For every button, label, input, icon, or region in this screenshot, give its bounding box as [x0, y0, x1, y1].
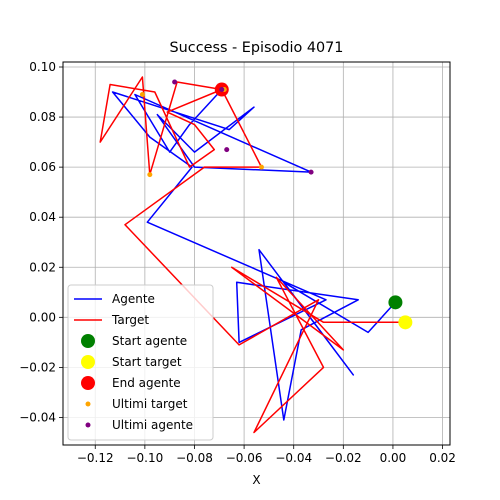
- y-tick-label: 0.00: [29, 310, 56, 324]
- y-tick-label: 0.04: [29, 210, 56, 224]
- marker-start-target: [398, 315, 413, 330]
- chart-title: Success - Episodio 4071: [170, 40, 344, 56]
- legend-label-target: Target: [111, 313, 149, 327]
- legend-swatch-start-target: [81, 355, 95, 369]
- axes-frame: [62, 61, 451, 446]
- x-tick-label: −0.08: [176, 451, 213, 465]
- legend-swatch-end-agente: [81, 376, 95, 390]
- marker-ultimi-target: [147, 172, 153, 178]
- marker-ultimi-agente: [172, 79, 178, 85]
- x-tick-label: −0.10: [126, 451, 163, 465]
- marker-ultimi-target: [139, 92, 145, 98]
- legend-label-ultimi-agente: Ultimi agente: [112, 418, 193, 432]
- y-tick-label: 0.08: [29, 110, 56, 124]
- plot-series: [99, 76, 413, 434]
- x-tick-label: 0.00: [380, 451, 407, 465]
- marker-ultimi-agente: [308, 169, 314, 175]
- legend-swatch-ultimi-agente: [85, 422, 91, 428]
- legend-label-agente: Agente: [112, 292, 155, 306]
- series-target-line: [99, 76, 406, 434]
- legend-swatch-start-agente: [81, 334, 95, 348]
- x-tick-label: 0.02: [429, 451, 456, 465]
- y-tick-label: 0.02: [29, 260, 56, 274]
- legend-label-end-agente: End agente: [112, 376, 181, 390]
- x-tick-label: −0.04: [275, 451, 312, 465]
- y-tick-label: 0.10: [29, 60, 56, 74]
- marker-ultimi-target: [258, 164, 264, 170]
- x-axis-title: X: [252, 473, 260, 487]
- y-tick-label: 0.06: [29, 160, 56, 174]
- y-tick-label: −0.04: [19, 410, 56, 424]
- legend-label-ultimi-target: Ultimi target: [112, 397, 188, 411]
- x-tick-label: −0.12: [77, 451, 114, 465]
- marker-start-agente: [388, 295, 403, 310]
- axis-ticks: −0.12 −0.10 −0.08 −0.06 −0.04 −0.02 0.00 0.02 −0…: [19, 60, 456, 465]
- legend-label-start-target: Start target: [112, 355, 182, 369]
- y-tick-label: −0.02: [19, 360, 56, 374]
- legend-box: [67, 284, 214, 441]
- legend-swatch-ultimi-target: [85, 401, 91, 407]
- marker-ultimi-agente: [224, 147, 230, 153]
- legend-label-start-agente: Start agente: [112, 334, 187, 348]
- marker-ultimi-agente: [219, 87, 225, 93]
- x-tick-label: −0.02: [325, 451, 362, 465]
- plot-area: [99, 76, 413, 434]
- legend: Agente Target Start agente Start target End …: [67, 284, 214, 441]
- x-tick-label: −0.06: [226, 451, 263, 465]
